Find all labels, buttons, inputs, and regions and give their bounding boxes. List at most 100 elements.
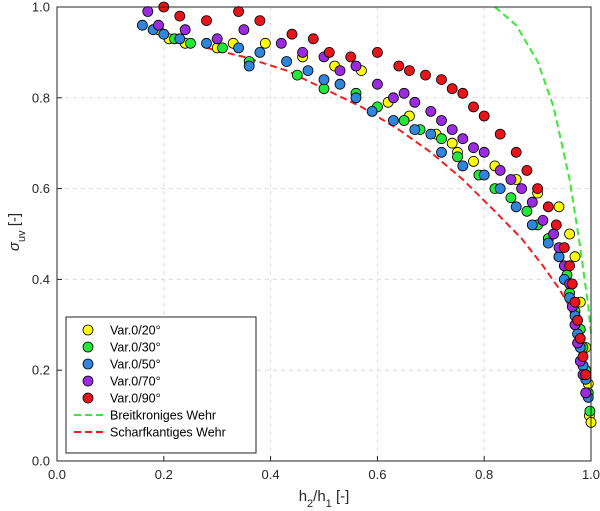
data-point xyxy=(238,24,250,36)
legend-label: Var.0/90° xyxy=(110,392,161,406)
data-point xyxy=(425,106,437,117)
data-points xyxy=(136,1,597,428)
x-axis-label: h2/h1 [-] xyxy=(299,488,350,510)
data-point xyxy=(478,110,490,122)
plot-frame xyxy=(56,6,592,462)
data-point xyxy=(302,65,314,76)
x-axis-label-unit: [-] xyxy=(332,488,350,505)
data-point xyxy=(550,219,562,231)
x-tick-label: 0.4 xyxy=(262,467,280,482)
data-point xyxy=(259,37,271,49)
x-ticks: 0.0 0.2 0.4 0.6 0.8 1.0 xyxy=(48,456,600,482)
data-point xyxy=(452,151,463,163)
data-point xyxy=(291,69,303,81)
data-point xyxy=(436,146,447,158)
data-point xyxy=(334,78,346,90)
data-point xyxy=(478,146,490,158)
data-point xyxy=(233,6,245,17)
data-point xyxy=(387,92,399,104)
data-point xyxy=(318,83,330,95)
x-axis-label-sep: /h xyxy=(313,488,326,505)
data-point xyxy=(318,74,330,85)
data-point xyxy=(510,201,522,213)
legend-label: Var.0/50° xyxy=(110,358,161,372)
data-point xyxy=(553,251,565,263)
data-point xyxy=(436,115,447,126)
data-point xyxy=(584,405,596,417)
x-tick-label: 0.8 xyxy=(475,467,493,482)
legend-marker xyxy=(82,358,94,370)
data-point xyxy=(532,183,543,195)
x-tick-label: 1.0 xyxy=(582,467,600,482)
data-point xyxy=(494,128,506,140)
data-point xyxy=(446,137,458,149)
data-point xyxy=(275,37,287,49)
data-point xyxy=(548,228,559,240)
legend-marker xyxy=(82,341,94,353)
data-point xyxy=(334,65,346,76)
x-axis-label-sub1: 2 xyxy=(307,498,313,510)
data-point xyxy=(371,47,383,58)
data-point xyxy=(201,15,212,27)
data-point xyxy=(516,183,527,195)
data-point xyxy=(409,124,421,136)
data-point xyxy=(505,192,517,204)
data-point xyxy=(286,28,298,40)
data-point xyxy=(569,296,581,308)
data-point xyxy=(553,201,565,213)
data-point xyxy=(142,6,154,17)
x-axis-label-sub2: 1 xyxy=(326,498,332,510)
legend-label: Breitkroniges Wehr xyxy=(110,409,216,423)
legend: Var.0/20° Var.0/30° Var.0/50° Var.0/70° Var.… xyxy=(65,316,257,454)
data-point xyxy=(558,242,570,254)
data-point xyxy=(446,83,458,95)
data-point xyxy=(446,124,458,136)
data-point xyxy=(478,169,490,181)
y-axis-label-unit: [-] xyxy=(6,213,23,231)
legend-label: Var.0/30° xyxy=(110,341,161,355)
data-point xyxy=(436,133,447,145)
data-point xyxy=(425,128,437,140)
data-point xyxy=(420,69,431,81)
data-point xyxy=(457,160,469,172)
legend-marker xyxy=(82,324,94,336)
data-point xyxy=(574,332,586,344)
x-tick-label: 0.6 xyxy=(368,467,386,482)
y-tick-label: 1.0 xyxy=(32,0,50,15)
data-point xyxy=(174,10,186,22)
data-point xyxy=(281,56,293,67)
data-point xyxy=(409,96,421,108)
y-axis-label: σuv [-] xyxy=(6,213,28,251)
data-point xyxy=(211,33,223,45)
data-point xyxy=(398,87,410,99)
data-point xyxy=(564,228,575,240)
data-point xyxy=(494,164,506,176)
y-axis-label-sub: uv xyxy=(16,230,28,242)
data-point xyxy=(510,146,522,158)
y-tick-label: 0.0 xyxy=(32,454,50,469)
data-point xyxy=(371,78,383,90)
x-axis-label-main: h xyxy=(299,488,307,505)
data-point xyxy=(350,92,362,104)
data-point xyxy=(254,15,266,27)
data-point xyxy=(542,237,554,249)
data-point xyxy=(323,47,335,58)
data-point xyxy=(572,314,583,326)
data-point xyxy=(185,37,196,49)
data-point xyxy=(542,201,554,213)
data-point xyxy=(153,19,164,31)
data-point xyxy=(580,369,592,381)
x-tick-label: 0.2 xyxy=(155,467,173,482)
data-point xyxy=(521,205,533,217)
data-point xyxy=(387,115,399,126)
data-point xyxy=(201,37,212,49)
y-axis-label-main: σ xyxy=(6,241,23,251)
legend-marker xyxy=(82,392,94,404)
data-point xyxy=(468,142,479,154)
legend-box xyxy=(65,316,257,454)
data-point xyxy=(580,387,592,399)
data-point xyxy=(254,47,266,58)
data-point xyxy=(526,219,538,231)
legend-label: Var.0/20° xyxy=(110,324,161,338)
